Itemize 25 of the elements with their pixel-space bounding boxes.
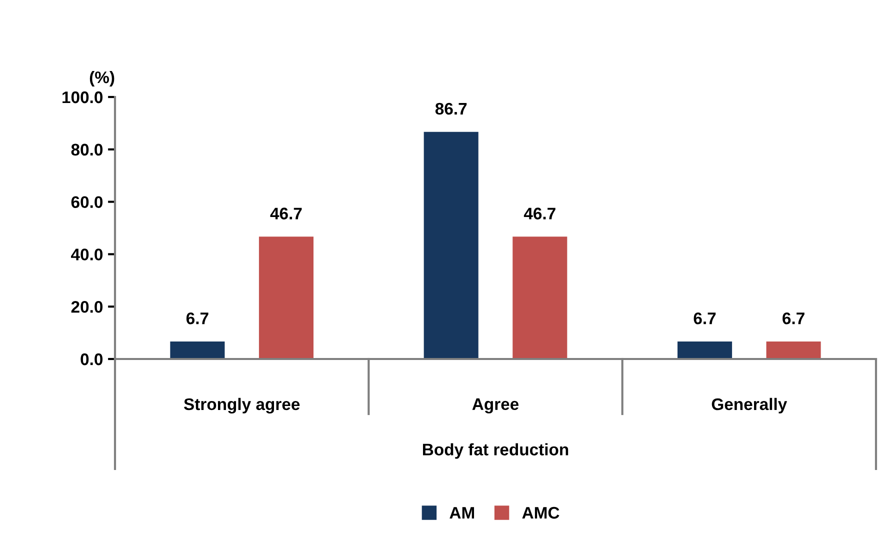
y-tick-label: 40.0 [71,248,103,260]
y-tick-label: 20.0 [71,301,103,313]
x-tick-label: Strongly agree [184,398,300,414]
y-axis-title: (%) [90,70,114,87]
y-tick-label: 0.0 [80,353,103,366]
data-label: 6.7 [694,312,716,324]
x-tick-label: Agree [472,398,519,414]
legend-label: AM [450,507,474,519]
y-tick-label: 100.0 [62,91,103,104]
y-tick-label: 80.0 [71,144,103,156]
y-tick-label: 60.0 [71,196,103,208]
bar [512,236,568,359]
data-label: 46.7 [524,208,556,220]
bar [170,341,225,359]
legend-label: AMC [522,506,560,519]
data-label: 86.7 [435,102,467,115]
bar [678,341,732,359]
bar [258,236,314,359]
bar [424,132,478,359]
x-axis-title: Body fat reduction [423,443,568,459]
x-tick-label: Generally [712,398,788,414]
bar [766,341,821,359]
data-label: 46.7 [270,208,302,220]
data-label: 6.7 [782,312,804,324]
data-label: 6.7 [186,312,208,324]
